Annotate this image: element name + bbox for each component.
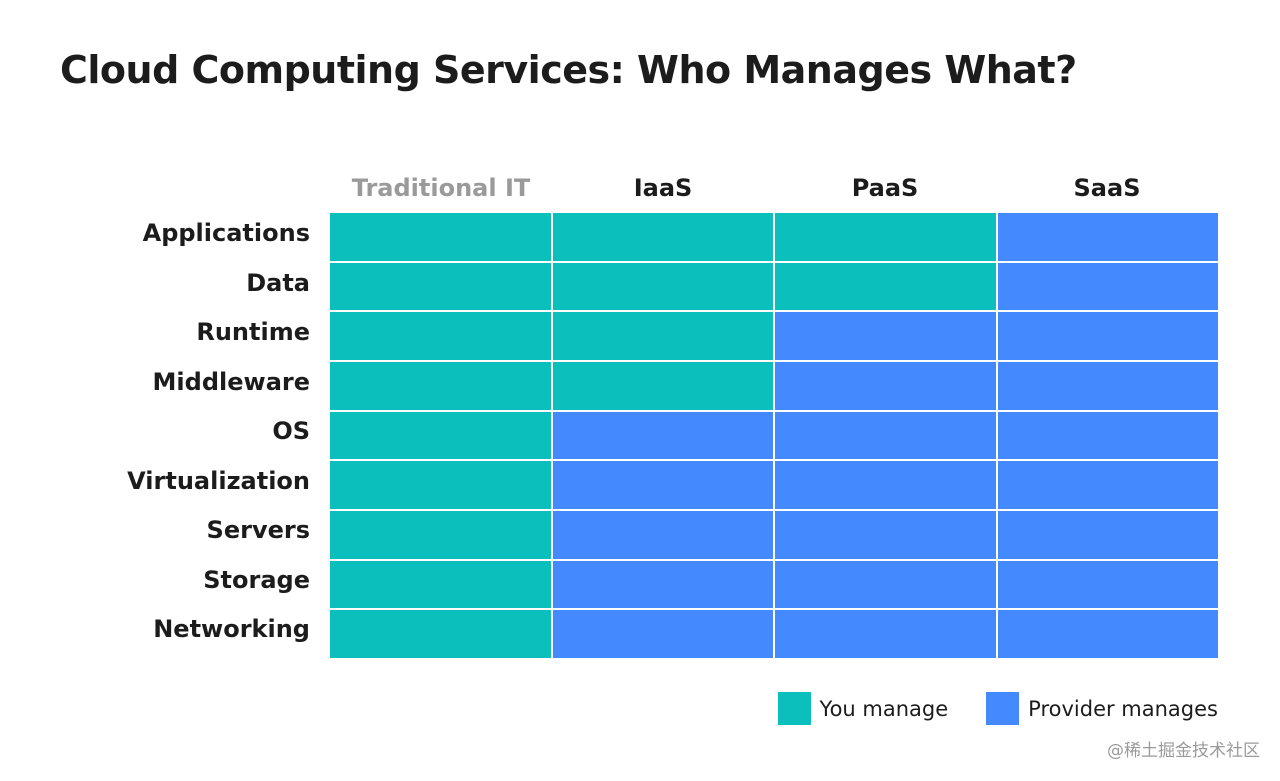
cell-storage-traditional-it: [330, 560, 551, 609]
cell-applications-iaas: [552, 213, 773, 261]
legend-item-provider-manages: Provider manages: [986, 692, 1218, 725]
row-label-storage: Storage: [203, 565, 310, 594]
cell-servers-paas: [775, 511, 996, 559]
cell-servers-traditional-it: [330, 511, 551, 559]
legend: You manage Provider manages: [740, 692, 1218, 725]
cell-servers-saas: [997, 511, 1218, 559]
cell-runtime-saas: [997, 312, 1218, 360]
cell-applications-saas: [997, 213, 1218, 261]
cell-middleware-iaas: [552, 362, 773, 410]
cell-virtualization-paas: [775, 461, 996, 509]
column-header-saas: SaaS: [1073, 174, 1141, 202]
column-headers: Traditional IT IaaS PaaS SaaS: [330, 168, 1218, 208]
cell-networking-iaas: [552, 610, 773, 658]
row-label-servers: Servers: [206, 516, 310, 544]
cell-middleware-saas: [997, 362, 1218, 410]
legend-item-you-manage: You manage: [777, 692, 949, 725]
cell-networking-saas: [997, 610, 1218, 658]
row-label-os: OS: [272, 417, 310, 445]
row-label-runtime: Runtime: [196, 318, 310, 346]
watermark: @稀土掘金技术社区: [1107, 741, 1260, 761]
cell-runtime-paas: [775, 312, 996, 360]
cell-storage-saas: [997, 560, 1218, 609]
legend-swatch-you-manage: [777, 692, 811, 725]
legend-swatch-provider-manages: [986, 692, 1020, 725]
cell-os-saas: [997, 411, 1218, 460]
row-label-networking: Networking: [153, 615, 310, 643]
legend-label-you-manage: You manage: [819, 696, 949, 721]
row-label-data: Data: [246, 268, 310, 297]
cell-data-iaas: [552, 262, 773, 311]
cell-os-paas: [775, 411, 996, 460]
cell-runtime-iaas: [552, 312, 773, 360]
cell-data-paas: [775, 262, 996, 311]
cell-storage-iaas: [552, 560, 773, 609]
legend-label-provider-manages: Provider manages: [1028, 696, 1218, 721]
column-header-iaas: IaaS: [633, 174, 693, 202]
cell-middleware-traditional-it: [330, 362, 551, 410]
cell-applications-traditional-it: [330, 213, 551, 261]
cell-virtualization-iaas: [552, 461, 773, 509]
cell-networking-traditional-it: [330, 610, 551, 658]
cell-os-iaas: [552, 411, 773, 460]
row-label-virtualization: Virtualization: [127, 466, 310, 495]
cell-middleware-paas: [775, 362, 996, 410]
row-label-applications: Applications: [142, 219, 310, 247]
cell-servers-iaas: [552, 511, 773, 559]
cell-data-saas: [997, 262, 1218, 311]
row-labels: Applications Data Runtime Middleware OS …: [40, 213, 310, 659]
column-header-paas: PaaS: [851, 174, 919, 202]
cell-virtualization-traditional-it: [330, 461, 551, 509]
row-label-middleware: Middleware: [152, 367, 310, 396]
cell-data-traditional-it: [330, 262, 551, 311]
cell-virtualization-saas: [997, 461, 1218, 509]
cell-applications-paas: [775, 213, 996, 261]
page-title: Cloud Computing Services: Who Manages Wh…: [60, 48, 1077, 92]
column-header-traditional-it: Traditional IT: [351, 174, 531, 202]
responsibility-grid: [330, 213, 1218, 658]
cell-os-traditional-it: [330, 411, 551, 460]
cell-networking-paas: [775, 610, 996, 658]
cell-storage-paas: [775, 560, 996, 609]
cell-runtime-traditional-it: [330, 312, 551, 360]
